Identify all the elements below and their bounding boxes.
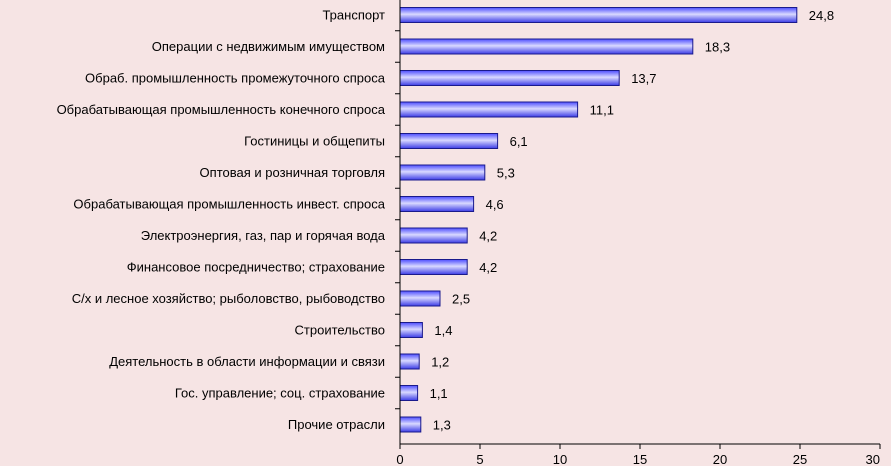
- category-label: Финансовое посредничество; страхование: [127, 260, 385, 275]
- bar: [399, 322, 423, 338]
- bar: [399, 353, 420, 370]
- x-tick-label: 10: [553, 452, 567, 466]
- bar: [399, 101, 579, 118]
- category-label: Электроэнергия, газ, пар и горячая вода: [141, 228, 386, 243]
- x-ticks-layer: 0 5 10 15 20 25 30: [395, 30, 881, 466]
- bar: [399, 38, 694, 55]
- bar: [399, 164, 486, 181]
- category-label: Операции с недвижимым имуществом: [152, 39, 385, 54]
- value-label: 13,7: [631, 71, 656, 86]
- bar: [399, 416, 422, 433]
- value-labels-layer: 24,8 18,3 13,7 11,1 6,1 5,3 4,6 4,2 4,2 2,5 1,4 1,2…: [430, 8, 835, 433]
- value-label: 18,3: [705, 40, 730, 55]
- category-label: Строительство: [295, 323, 385, 338]
- bar: [399, 259, 468, 275]
- bar: [399, 227, 468, 244]
- bar: [399, 7, 798, 23]
- x-tick-label: 5: [476, 452, 483, 466]
- value-label: 1,4: [434, 323, 452, 338]
- x-tick-label: 30: [866, 452, 880, 466]
- value-label: 1,3: [433, 418, 451, 433]
- value-label: 1,2: [431, 355, 449, 370]
- x-tick-label: 15: [633, 452, 647, 466]
- x-tick-label: 20: [713, 452, 727, 466]
- bar: [399, 70, 620, 86]
- bar: [399, 290, 441, 307]
- category-label: Гостиницы и общепиты: [244, 134, 385, 149]
- bars-layer: [399, 7, 798, 433]
- value-label: 6,1: [510, 134, 528, 149]
- axis-layer: [399, 0, 880, 445]
- value-label: 4,2: [479, 260, 497, 275]
- value-label: 4,6: [486, 197, 504, 212]
- x-tick-label: 25: [793, 452, 807, 466]
- category-label: Обраб. промышленность промежуточного спр…: [85, 71, 386, 86]
- value-label: 2,5: [452, 292, 470, 307]
- category-label: Обрабатывающая промышленность инвест. сп…: [73, 197, 385, 212]
- value-label: 5,3: [497, 166, 515, 181]
- value-label: 24,8: [809, 8, 834, 23]
- value-label: 4,2: [479, 229, 497, 244]
- bar: [399, 385, 419, 401]
- category-labels-layer: Транспорт Операции с недвижимым имущество…: [57, 8, 386, 433]
- category-label: Оптовая и розничная торговля: [200, 165, 385, 180]
- category-label: Гос. управление; соц. страхование: [175, 386, 385, 401]
- value-label: 11,1: [590, 103, 614, 118]
- x-tick-label: 0: [396, 452, 403, 466]
- category-label: Прочие отрасли: [288, 417, 385, 432]
- category-label: Обрабатывающая промышленность конечного …: [57, 102, 386, 117]
- category-label: Деятельность в области информации и связ…: [109, 354, 385, 369]
- value-label: 1,1: [430, 386, 448, 401]
- category-label: Транспорт: [322, 8, 385, 23]
- category-label: С/х и лесное хозяйство; рыболовство, рыб…: [72, 291, 385, 306]
- bar: [399, 133, 499, 149]
- bar: [399, 196, 475, 212]
